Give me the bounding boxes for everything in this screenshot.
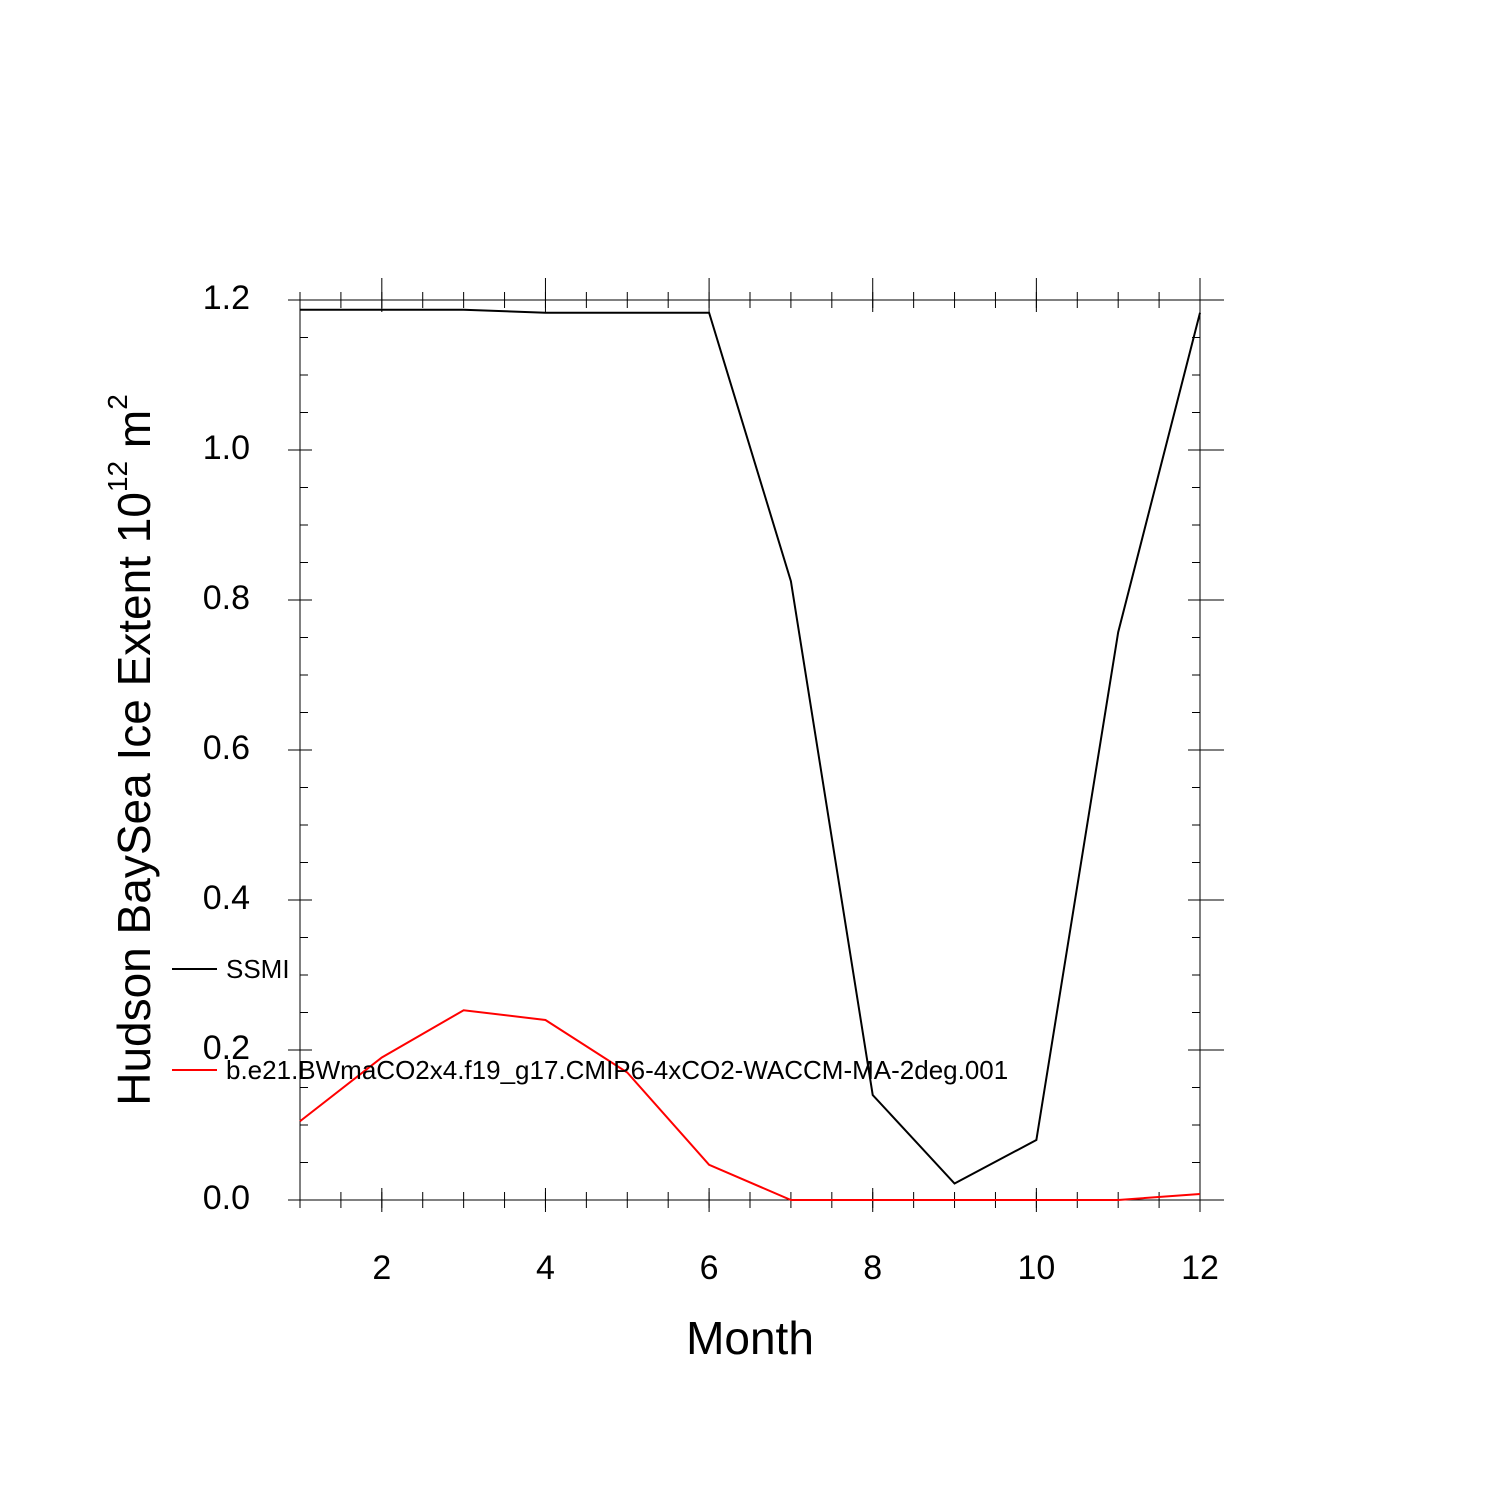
legend-label: b.e21.BWmaCO2x4.f19_g17.CMIP6-4xCO2-WACC… <box>226 1055 1008 1085</box>
y-tick-label: 0.6 <box>203 729 250 767</box>
y-tick-label: 1.2 <box>203 279 250 317</box>
x-tick-label: 8 <box>863 1249 882 1287</box>
x-tick-label: 6 <box>700 1249 719 1287</box>
y-title-text: Hudson BaySea Ice Extent 10 <box>108 492 160 1106</box>
x-tick-label: 12 <box>1181 1249 1219 1287</box>
y-tick-label: 0.4 <box>203 879 250 917</box>
y-title-exp: 12 <box>102 461 133 492</box>
legend-label: SSMI <box>226 954 290 984</box>
x-tick-label: 10 <box>1017 1249 1055 1287</box>
y-axis-title: Hudson BaySea Ice Extent 1012 m2 <box>102 394 160 1106</box>
series-line <box>300 308 1201 1185</box>
x-tick-label: 4 <box>536 1249 555 1287</box>
x-tick-label: 2 <box>372 1249 391 1287</box>
y-tick-label: 0.0 <box>203 1179 250 1217</box>
y-tick-label: 0.8 <box>203 579 250 617</box>
series-line <box>299 1009 1201 1201</box>
y-title-unit: m <box>108 410 160 461</box>
x-axis-title: Month <box>686 1312 814 1364</box>
y-tick-label: 0.2 <box>203 1029 250 1067</box>
y-title-unit-exp: 2 <box>102 394 133 410</box>
y-tick-label: 1.0 <box>203 429 250 467</box>
